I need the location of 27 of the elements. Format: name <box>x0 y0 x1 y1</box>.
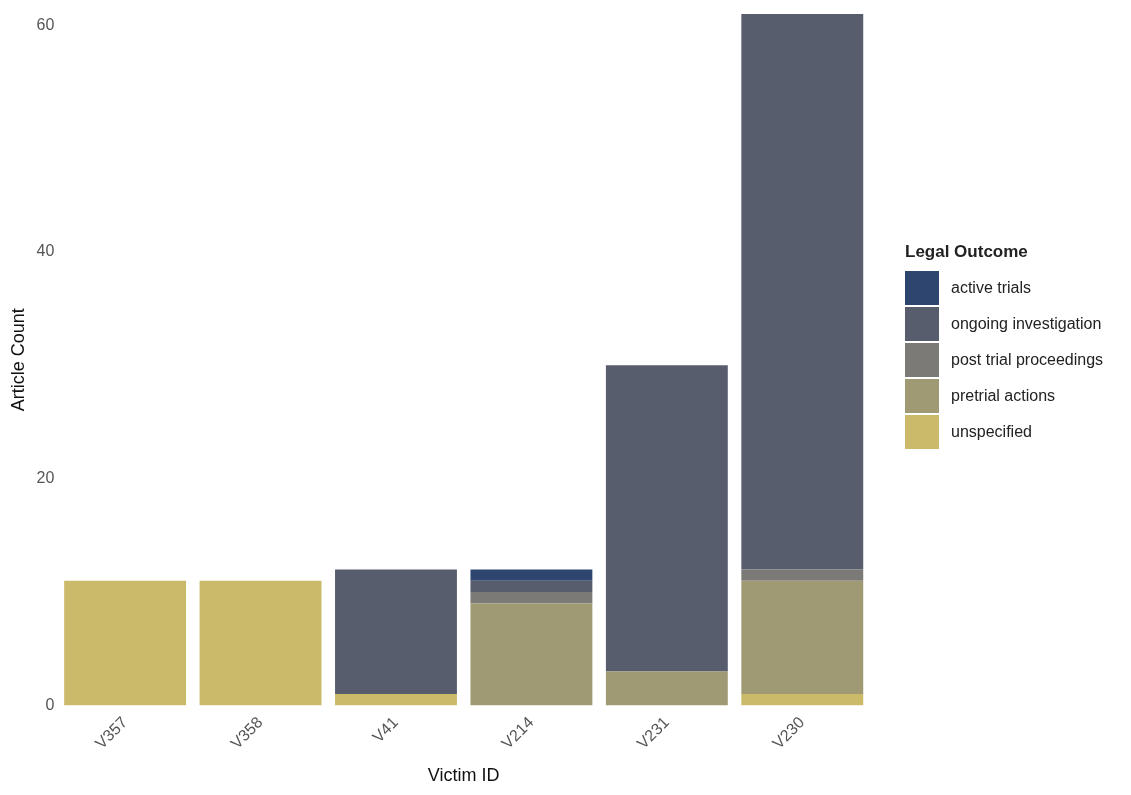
legend-label: active trials <box>951 279 1032 297</box>
bar <box>741 569 864 581</box>
y-tick-label: 20 <box>36 469 55 487</box>
bar <box>335 694 457 706</box>
bar <box>335 569 457 695</box>
bar <box>605 671 728 706</box>
bar <box>470 592 593 604</box>
legend-title: Legal Outcome <box>905 242 1029 262</box>
legend-label: pretrial actions <box>951 387 1056 405</box>
legend-label: unspecified <box>951 423 1032 441</box>
y-tick-label: 40 <box>36 242 55 260</box>
legend-label: ongoing investigation <box>951 315 1102 333</box>
bar <box>741 14 864 570</box>
bar <box>605 365 728 672</box>
bar <box>741 580 864 695</box>
bar <box>470 580 593 593</box>
x-tick-label: V41 <box>369 713 402 746</box>
bar <box>741 694 864 706</box>
bar <box>470 569 593 581</box>
bar <box>199 580 322 706</box>
x-axis-title: Victim ID <box>427 765 500 786</box>
y-tick-label: 60 <box>36 15 55 33</box>
bar <box>470 603 593 706</box>
legend-label: post trial proceedings <box>951 351 1104 369</box>
y-tick-label: 0 <box>45 695 55 713</box>
bar <box>64 580 187 706</box>
y-axis-title: Article Count <box>7 308 28 412</box>
